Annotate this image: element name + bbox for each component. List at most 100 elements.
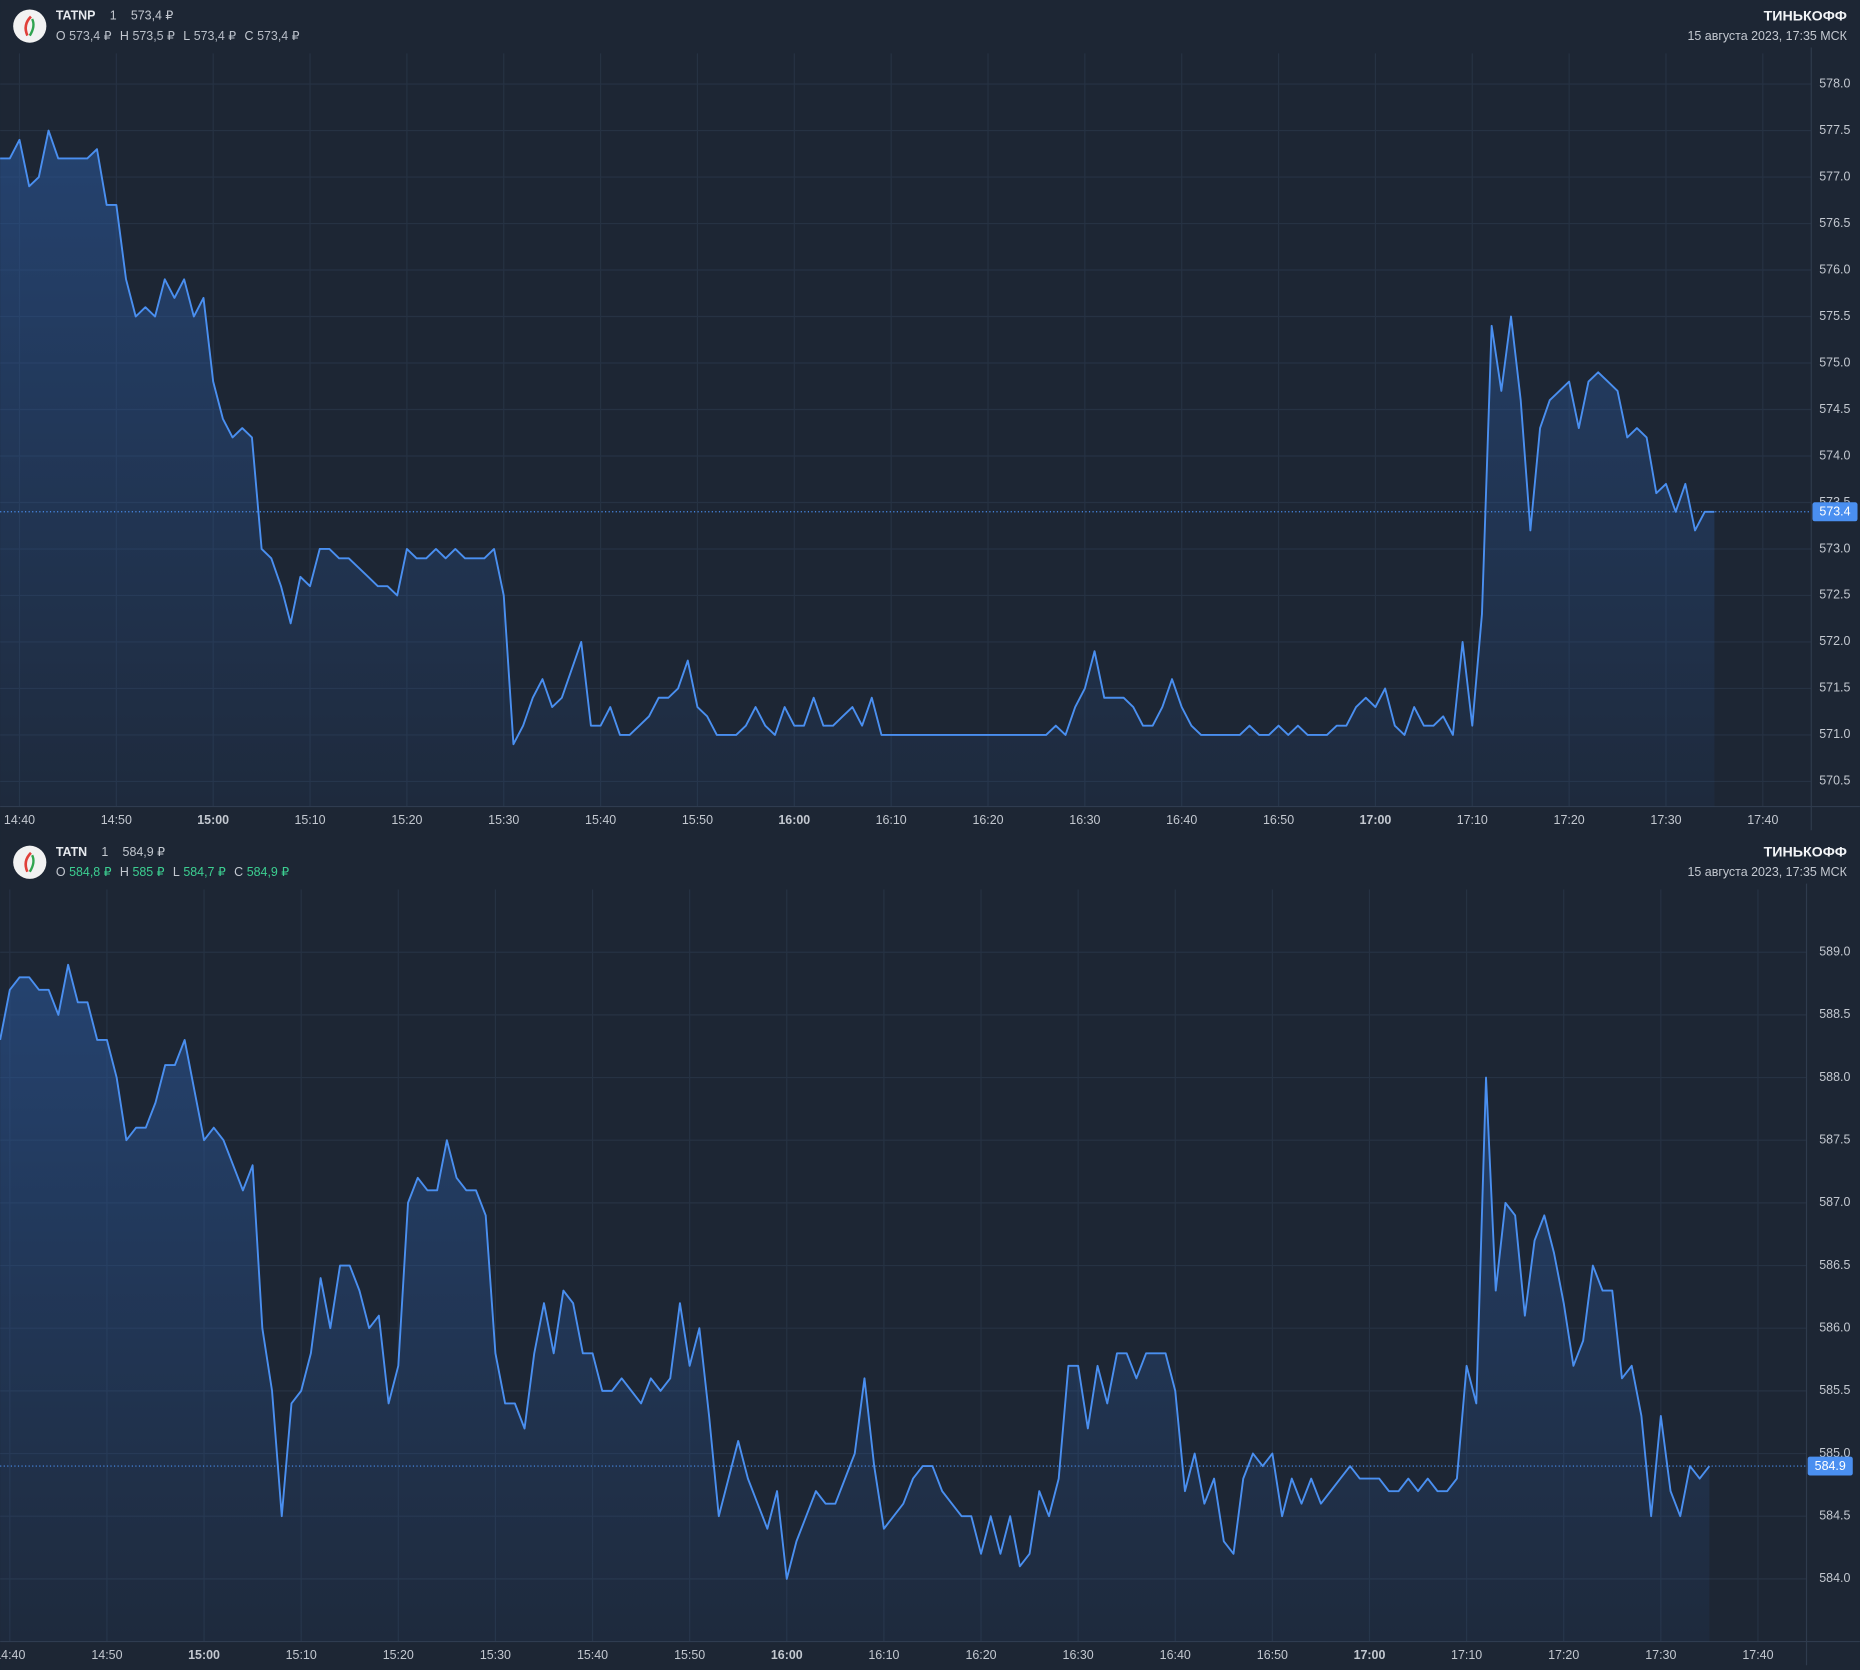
y-tick-label: 588.0 xyxy=(1819,1070,1850,1084)
ohlc-line: O 584,8 ₽ H 585 ₽ L 584,7 ₽ C 584,9 ₽ xyxy=(56,865,289,879)
y-tick-label: 588.5 xyxy=(1819,1007,1850,1021)
x-tick-label: 15:50 xyxy=(674,1648,705,1662)
x-tick-label: 14:40 xyxy=(4,813,35,827)
timestamp: 15 августа 2023, 17:35 МСК xyxy=(1688,865,1848,879)
y-tick-label: 571.5 xyxy=(1819,681,1850,695)
x-tick-label: 16:10 xyxy=(876,813,907,827)
x-tick-label: 16:00 xyxy=(778,813,810,827)
y-tick-label: 586.0 xyxy=(1819,1320,1850,1334)
x-tick-label: 17:30 xyxy=(1645,1648,1676,1662)
logo-mark xyxy=(24,851,32,873)
ohlc-value: 585 ₽ xyxy=(132,865,164,879)
x-tick-label: 17:00 xyxy=(1360,813,1392,827)
price: 573,4 ₽ xyxy=(131,9,174,23)
header-line: TATN 1 584,9 ₽ xyxy=(56,845,165,859)
ohlc-label: L xyxy=(173,865,180,879)
x-tick-label: 17:00 xyxy=(1354,1648,1386,1662)
y-tick-label: 572.5 xyxy=(1819,588,1850,602)
logo-mark xyxy=(24,15,32,37)
y-tick-label: 585.0 xyxy=(1819,1446,1850,1460)
ohlc-label: C xyxy=(245,29,254,43)
last-price-label: 584.9 xyxy=(1815,1459,1846,1473)
y-tick-label: 584.5 xyxy=(1819,1508,1850,1522)
y-tick-label: 570.5 xyxy=(1819,774,1850,788)
price-area xyxy=(0,130,1715,807)
x-tick-label: 16:50 xyxy=(1257,1648,1288,1662)
logo xyxy=(13,845,47,879)
last-price-box xyxy=(1812,502,1858,522)
ticker: TATN xyxy=(56,845,87,859)
x-tick-label: 17:40 xyxy=(1747,813,1778,827)
ohlc-line: O 573,4 ₽ H 573,5 ₽ L 573,4 ₽ C 573,4 ₽ xyxy=(56,29,300,43)
ohlc-value: 573,4 ₽ xyxy=(69,29,112,43)
ohlc-value: 584,7 ₽ xyxy=(183,865,226,879)
y-tick-label: 577.5 xyxy=(1819,123,1850,137)
price-area xyxy=(0,964,1710,1642)
y-tick-label: 586.5 xyxy=(1819,1258,1850,1272)
x-tick-label: 16:20 xyxy=(972,813,1003,827)
ohlc-value: 573,4 ₽ xyxy=(194,29,237,43)
x-tick-label: 16:30 xyxy=(1063,1648,1094,1662)
ohlc-label: O xyxy=(56,865,66,879)
ohlc-label: O xyxy=(56,29,66,43)
x-tick-label: 15:10 xyxy=(294,813,325,827)
x-tick-label: 17:20 xyxy=(1554,813,1585,827)
logo-mark xyxy=(28,854,35,873)
y-tick-label: 576.5 xyxy=(1819,216,1850,230)
x-tick-label: 16:40 xyxy=(1166,813,1197,827)
x-tick-label: 14:50 xyxy=(101,813,132,827)
y-tick-label: 585.5 xyxy=(1819,1383,1850,1397)
brand: ТИНЬКОФФ xyxy=(1764,8,1847,24)
x-tick-label: 15:50 xyxy=(682,813,713,827)
y-tick-label: 576.0 xyxy=(1819,262,1850,276)
ohlc-value: 584,9 ₽ xyxy=(247,865,290,879)
y-tick-label: 577.0 xyxy=(1819,169,1850,183)
ohlc-label: H xyxy=(120,29,129,43)
x-tick-label: 15:20 xyxy=(383,1648,414,1662)
x-tick-label: 15:30 xyxy=(480,1648,511,1662)
ticker: TATNP xyxy=(56,9,96,23)
y-tick-label: 572.0 xyxy=(1819,634,1850,648)
y-tick-label: 589.0 xyxy=(1819,945,1850,959)
price: 584,9 ₽ xyxy=(123,845,166,859)
x-tick-label: 15:30 xyxy=(488,813,519,827)
y-tick-label: 573.0 xyxy=(1819,541,1850,555)
x-tick-label: 17:10 xyxy=(1451,1648,1482,1662)
y-tick-label: 587.0 xyxy=(1819,1195,1850,1209)
interval: 1 xyxy=(110,9,117,23)
x-tick-label: 16:00 xyxy=(771,1648,803,1662)
x-tick-label: 17:40 xyxy=(1742,1648,1773,1662)
y-tick-label: 587.5 xyxy=(1819,1132,1850,1146)
x-tick-label: 15:20 xyxy=(391,813,422,827)
price-line xyxy=(0,129,1715,746)
y-tick-label: 574.0 xyxy=(1819,448,1850,462)
ohlc-label: C xyxy=(234,865,243,879)
ohlc-label: L xyxy=(183,29,190,43)
ohlc-label: H xyxy=(120,865,129,879)
y-tick-label: 584.0 xyxy=(1819,1571,1850,1585)
brand: ТИНЬКОФФ xyxy=(1764,845,1847,861)
x-tick-label: 16:20 xyxy=(965,1648,996,1662)
y-tick-label: 574.5 xyxy=(1819,402,1850,416)
x-tick-label: 16:10 xyxy=(868,1648,899,1662)
header-line: TATNP 1 573,4 ₽ xyxy=(56,9,174,23)
x-tick-label: 16:30 xyxy=(1069,813,1100,827)
interval: 1 xyxy=(101,845,108,859)
x-tick-label: 15:00 xyxy=(188,1648,220,1662)
logo xyxy=(13,9,47,43)
x-tick-label: 17:10 xyxy=(1457,813,1488,827)
ohlc-value: 573,4 ₽ xyxy=(257,29,300,43)
x-tick-label: 14:40 xyxy=(0,1648,25,1662)
y-tick-label: 578.0 xyxy=(1819,76,1850,90)
x-tick-label: 17:30 xyxy=(1650,813,1681,827)
x-tick-label: 16:40 xyxy=(1160,1648,1191,1662)
x-tick-label: 15:40 xyxy=(577,1648,608,1662)
x-tick-label: 16:50 xyxy=(1263,813,1294,827)
x-tick-label: 14:50 xyxy=(91,1648,122,1662)
y-tick-label: 575.5 xyxy=(1819,309,1850,323)
price-line xyxy=(0,963,1711,1580)
ohlc-value: 584,8 ₽ xyxy=(69,865,112,879)
timestamp: 15 августа 2023, 17:35 МСК xyxy=(1688,29,1848,43)
last-price-label: 573.4 xyxy=(1819,505,1850,519)
